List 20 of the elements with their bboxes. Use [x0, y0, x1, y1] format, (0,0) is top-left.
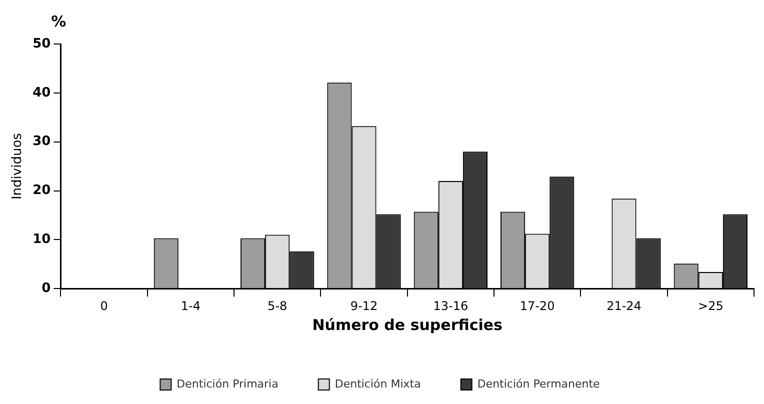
x-tick-label: 13-16: [433, 298, 468, 313]
y-tick-label: 40: [32, 85, 51, 100]
y-tick-label: 20: [32, 183, 51, 198]
x-tick-label: 17-20: [520, 298, 555, 313]
legend-label: Dentición Mixta: [334, 377, 421, 390]
y-axis-title: Individuos: [10, 132, 26, 200]
x-axis-title: Número de superficies: [312, 316, 503, 334]
x-tick-label: >25: [698, 298, 724, 313]
x-tick-label: 21-24: [606, 298, 642, 313]
y-tick-label: 10: [32, 232, 51, 248]
x-tick-label: 9-12: [350, 298, 378, 313]
legend-label: Dentición Permanente: [477, 377, 600, 390]
y-tick-label: 50: [32, 36, 51, 52]
x-tick-label: 5-8: [268, 298, 288, 313]
x-tick-label: 1-4: [180, 298, 200, 313]
legend-label: Dentición Primaria: [176, 377, 278, 390]
text: %: [51, 12, 66, 30]
x-tick-label: 0: [100, 298, 108, 313]
y-tick-label: 30: [32, 134, 51, 150]
y-tick-label: 0: [42, 280, 51, 296]
